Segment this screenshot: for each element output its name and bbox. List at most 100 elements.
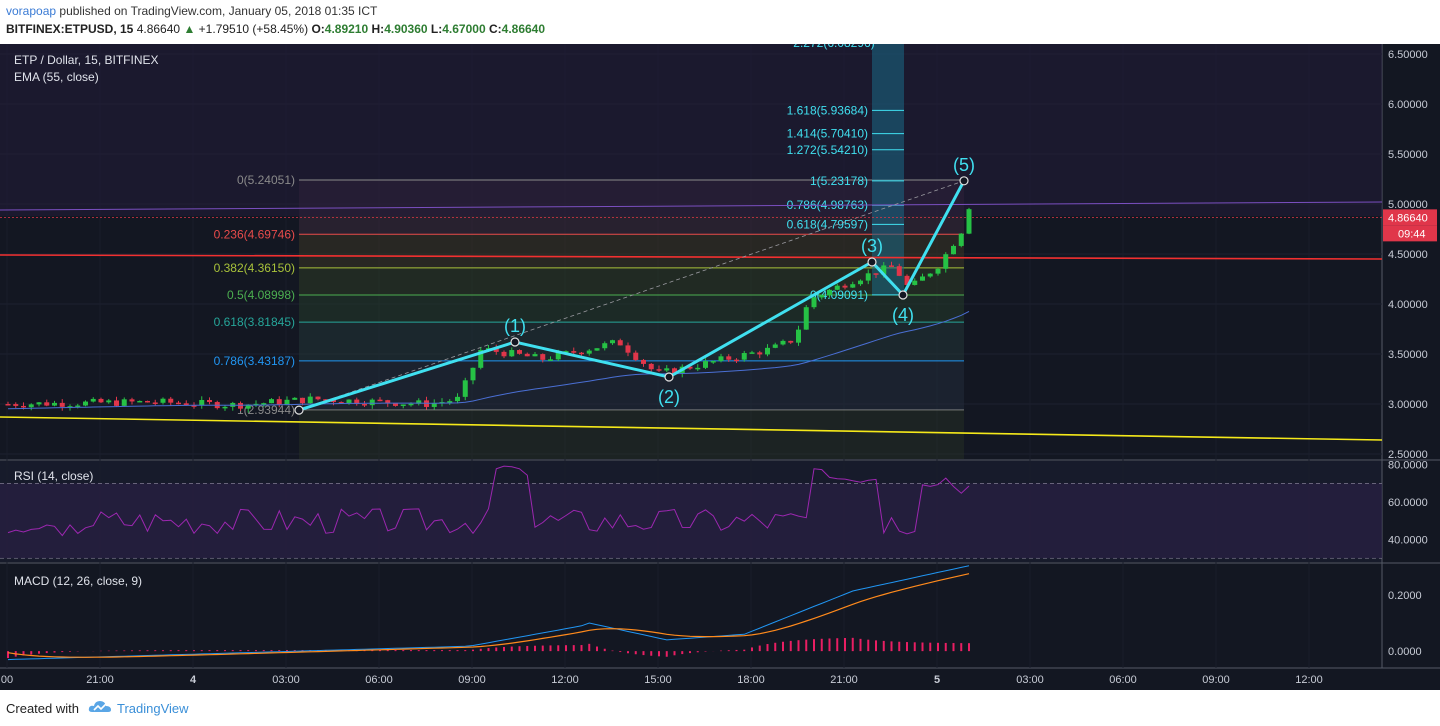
candle-body — [904, 275, 910, 285]
candle-body — [400, 404, 406, 406]
candle-body — [408, 403, 414, 406]
price-tick-label: 4.50000 — [1388, 249, 1428, 261]
candle-body — [524, 353, 530, 357]
wave-label: (1) — [504, 316, 526, 336]
symbol-label: BITFINEX:ETPUSD, 15 — [6, 22, 134, 36]
extension-label: 1.414(5.70410) — [787, 127, 868, 141]
candle-body — [951, 245, 956, 255]
price-axis-background — [1382, 44, 1440, 690]
candle-body — [238, 402, 243, 409]
last-price-badge-label: 4.86640 — [1388, 212, 1428, 224]
time-tick-label: 12:00 — [1295, 674, 1323, 686]
high-value: 4.90360 — [384, 22, 428, 36]
candle-body — [315, 396, 321, 400]
time-tick-label: 06:00 — [1109, 674, 1137, 686]
candle-body — [447, 401, 453, 403]
candle-body — [772, 344, 778, 348]
time-tick-label: 5 — [934, 674, 940, 686]
chart-canvas[interactable]: 00 21:00 4 03:00 06:00 09:00 12:00 15:00 18:00 21… — [0, 44, 1440, 690]
rsi-tick-label: 80.0000 — [1388, 460, 1428, 472]
candle-body — [28, 404, 34, 408]
candle-body — [648, 363, 654, 370]
time-tick-label: 09:00 — [1202, 674, 1230, 686]
candle-body — [633, 352, 639, 360]
extension-label: 1.618(5.93684) — [787, 103, 868, 117]
time-tick-label: 03:00 — [1016, 674, 1044, 686]
candle-body — [540, 354, 546, 360]
candle-body — [935, 268, 941, 274]
candle-body — [207, 399, 212, 403]
support-trendline — [0, 416, 1383, 441]
candle-body — [641, 359, 646, 364]
tradingview-link[interactable]: TradingView — [117, 701, 189, 716]
low-label: L: — [430, 22, 443, 36]
cut-off-label: 2.272(6.08296) — [793, 44, 874, 50]
time-tick-label: 21:00 — [86, 674, 114, 686]
candle-body — [842, 285, 848, 288]
chart-title: ETP / Dollar, 15, BITFINEX — [14, 53, 159, 67]
signal-line — [7, 573, 970, 658]
candle-body — [796, 329, 801, 343]
resistance-trendline — [0, 254, 1383, 260]
time-tick-label: 15:00 — [644, 674, 672, 686]
purple-zone — [0, 44, 1382, 216]
candle-body — [749, 352, 755, 354]
candle-body — [664, 368, 670, 371]
candle-body — [811, 297, 817, 308]
candle-body — [765, 347, 770, 355]
candle-body — [865, 273, 871, 281]
rsi-band-fill — [0, 483, 1382, 559]
fib-zone — [299, 295, 964, 323]
candle-body — [5, 404, 11, 406]
rsi-line — [7, 465, 970, 537]
candle-body — [757, 352, 763, 355]
open-label: O: — [311, 22, 325, 36]
extension-label: 1(5.23178) — [810, 174, 868, 188]
candle-body — [354, 399, 360, 405]
candle-body — [548, 359, 553, 361]
time-tick-label: 03:00 — [272, 674, 300, 686]
close-label: C: — [488, 22, 502, 36]
tradingview-cloud-icon — [88, 701, 111, 712]
candle-body — [276, 399, 282, 405]
price-tick-label: 6.50000 — [1388, 49, 1428, 61]
price-tick-label: 3.00000 — [1388, 399, 1428, 411]
candle-body — [300, 397, 305, 404]
wave-point — [867, 257, 877, 267]
candle-body — [377, 399, 383, 402]
candle-body — [850, 284, 856, 288]
time-tick-label: 18:00 — [737, 674, 765, 686]
candle-body — [269, 399, 274, 404]
wave-label: (3) — [861, 236, 883, 256]
candle-body — [912, 280, 918, 285]
candle-body — [827, 289, 832, 296]
extension-label: 1.272(5.54210) — [787, 143, 868, 157]
macd-title: MACD (12, 26, close, 9) — [14, 574, 142, 588]
candle-body — [881, 265, 887, 275]
candle-body — [788, 340, 794, 343]
candle-body — [563, 351, 569, 353]
wave-label: (5) — [953, 155, 975, 175]
candle-body — [183, 403, 189, 406]
candle-body — [323, 399, 329, 401]
candle-body — [958, 233, 964, 246]
candle-body — [362, 404, 367, 406]
candle-body — [36, 402, 42, 405]
ema-line — [7, 310, 970, 410]
candle-body — [734, 359, 739, 362]
wave-point — [898, 290, 908, 300]
macd-tick-label: 0.2000 — [1388, 590, 1422, 602]
candle-body — [114, 400, 119, 406]
candle-body — [579, 352, 584, 355]
wave-label: (4) — [892, 305, 914, 325]
fib-level-label: 0.618(3.81845) — [214, 315, 295, 329]
rsi-tick-label: 40.0000 — [1388, 535, 1428, 547]
macd-histogram — [7, 637, 970, 659]
candle-body — [586, 350, 592, 354]
candle-body — [338, 402, 344, 404]
author-link[interactable]: vorapoap — [6, 4, 57, 18]
candle-body — [416, 400, 422, 404]
candle-body — [98, 398, 104, 403]
ema-indicator-label: EMA (55, close) — [14, 70, 99, 84]
candle-body — [191, 405, 197, 407]
